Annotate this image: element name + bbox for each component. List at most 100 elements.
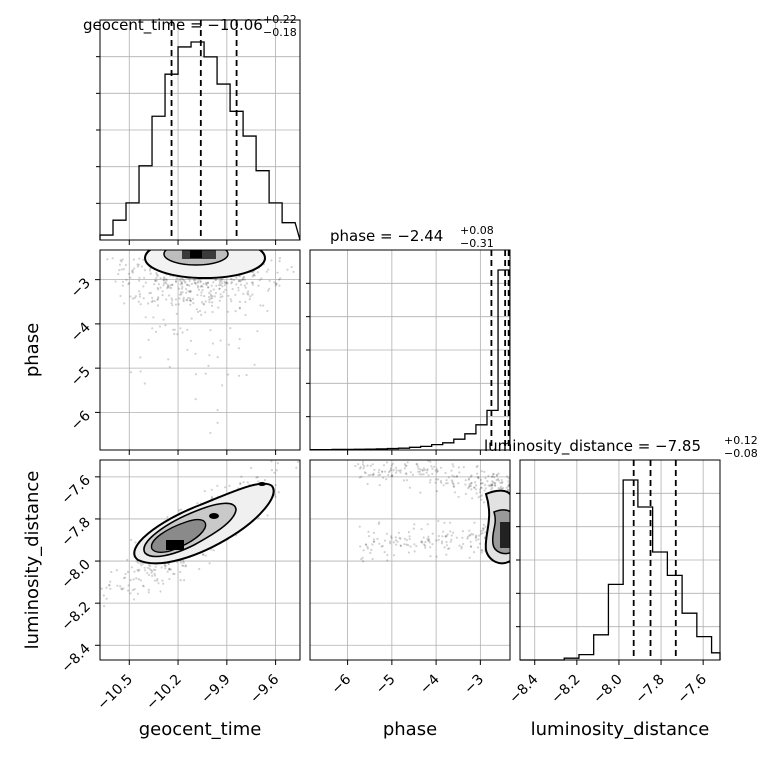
scatter-point <box>212 281 215 284</box>
scatter-point <box>399 471 402 474</box>
scatter-point <box>513 528 515 530</box>
scatter-point <box>165 298 168 301</box>
scatter-point <box>129 276 132 279</box>
scatter-point <box>372 531 375 535</box>
scatter-point <box>216 356 219 359</box>
scatter-point <box>511 489 513 491</box>
scatter-point <box>253 273 256 276</box>
scatter-point <box>157 288 160 291</box>
scatter-point <box>200 284 203 287</box>
title-geocent-time: geocent_time = −10.06 +0.22 −0.18 <box>83 13 297 39</box>
scatter-point <box>214 291 217 295</box>
scatter-point <box>510 539 512 541</box>
scatter-point <box>455 475 458 478</box>
scatter-point <box>493 476 496 479</box>
scatter-point <box>477 546 480 549</box>
scatter-point <box>203 490 206 493</box>
scatter-point <box>474 536 477 540</box>
scatter-point <box>119 585 122 588</box>
scatter-point <box>512 487 514 489</box>
scatter-point <box>266 309 269 313</box>
scatter-point <box>242 481 245 484</box>
scatter-point <box>482 527 485 530</box>
scatter-point <box>133 296 136 299</box>
scatter-point <box>384 470 387 473</box>
scatter-point <box>208 298 211 301</box>
scatter-point <box>361 556 364 559</box>
scatter-point <box>194 278 197 282</box>
scatter-point <box>517 528 519 530</box>
scatter-point <box>515 537 517 539</box>
scatter-point <box>483 489 486 492</box>
scatter-point <box>139 562 142 565</box>
scatter-point <box>116 584 119 587</box>
scatter-point <box>179 508 183 511</box>
scatter-point <box>448 547 451 550</box>
scatter-point <box>208 291 211 294</box>
scatter-point <box>129 371 133 374</box>
scatter-point <box>403 467 406 470</box>
scatter-point <box>496 478 500 481</box>
scatter-point <box>378 484 381 487</box>
scatter-point <box>256 475 259 479</box>
scatter-point <box>149 565 152 568</box>
scatter-point <box>435 555 438 558</box>
scatter-point <box>136 592 139 595</box>
scatter-point <box>203 303 206 306</box>
scatter-point <box>483 501 486 504</box>
scatter-point <box>274 484 277 487</box>
scatter-point <box>138 568 141 571</box>
scatter-point <box>415 462 418 466</box>
scatter-point <box>226 310 229 313</box>
scatter-point <box>211 342 215 345</box>
scatter-point <box>478 534 481 537</box>
scatter-point <box>223 284 226 287</box>
scatter-point <box>239 280 242 283</box>
scatter-point <box>481 549 484 552</box>
scatter-point <box>180 293 183 296</box>
scatter-point <box>133 588 136 591</box>
scatter-point <box>184 565 187 568</box>
scatter-point <box>114 280 117 283</box>
scatter-point <box>166 287 169 290</box>
scatter-point <box>180 281 183 285</box>
scatter-point <box>202 282 205 285</box>
scatter-point <box>210 284 213 287</box>
scatter-point <box>96 573 98 575</box>
scatter-point <box>267 268 270 271</box>
scatter-point <box>507 483 510 486</box>
density-contours <box>133 482 275 565</box>
scatter-point <box>199 281 202 284</box>
scatter-point <box>155 276 158 280</box>
scatter-point <box>501 486 505 490</box>
scatter-point <box>497 479 500 482</box>
scatter-point <box>491 483 494 486</box>
scatter-point <box>131 271 134 274</box>
scatter-point <box>505 486 508 489</box>
scatter-point <box>469 484 472 487</box>
y-tick-label: −8.2 <box>58 599 93 634</box>
scatter-point <box>243 278 246 281</box>
scatter-point <box>413 543 416 546</box>
scatter-point <box>115 569 118 572</box>
title-phase: phase = −2.44 +0.08 −0.31 <box>330 224 494 250</box>
scatter-point <box>357 463 360 466</box>
scatter-point <box>178 287 181 290</box>
scatter-point <box>390 475 393 478</box>
scatter-point <box>257 284 260 287</box>
scatter-point <box>147 338 150 341</box>
scatter-point <box>440 540 444 543</box>
title-luminosity-distance: luminosity_distance = −7.85 +0.12 −0.08 <box>484 434 758 460</box>
scatter-point <box>433 465 436 468</box>
scatter-point <box>220 280 223 283</box>
x-tick-label: −10.2 <box>143 672 185 714</box>
scatter-point <box>182 278 185 282</box>
scatter-point <box>491 475 494 478</box>
scatter-point <box>458 471 461 474</box>
density-core <box>500 522 510 548</box>
scatter-point <box>202 553 205 556</box>
x-tick-label: −8.0 <box>590 672 625 707</box>
scatter-point <box>231 287 234 291</box>
scatter-point <box>362 560 365 563</box>
